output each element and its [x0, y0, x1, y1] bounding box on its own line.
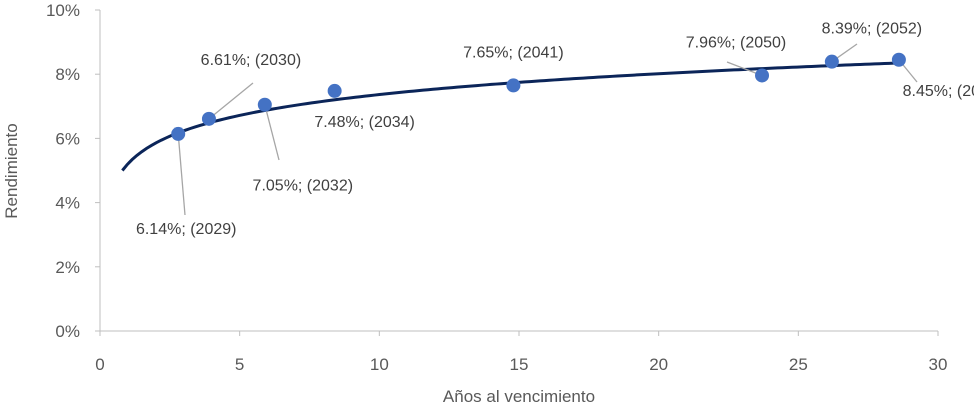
y-tick-label: 10% — [46, 1, 80, 20]
y-tick-label: 8% — [55, 65, 80, 84]
y-tick-label: 2% — [55, 258, 80, 277]
data-label: 8.45%; (2054) — [903, 83, 974, 100]
data-point — [201, 111, 216, 126]
x-tick-label: 5 — [235, 355, 244, 374]
data-point — [755, 68, 770, 83]
y-tick-label: 0% — [55, 322, 80, 341]
leader-line — [264, 104, 280, 161]
leader-line — [177, 133, 186, 216]
data-point — [327, 83, 342, 98]
axes: 0 5 10 15 20 25 30 0% 2% 4% 6% 8% 10% — [46, 1, 947, 374]
x-tick-label: 10 — [370, 355, 389, 374]
x-tick-label: 25 — [789, 355, 808, 374]
y-axis-title: Rendimiento — [2, 123, 21, 218]
data-point — [506, 78, 521, 93]
x-axis-title: Años al vencimiento — [443, 387, 595, 406]
data-point — [257, 97, 272, 112]
x-tick-label: 30 — [929, 355, 948, 374]
data-points — [171, 52, 906, 141]
data-label: 7.65%; (2041) — [463, 44, 564, 61]
x-tick-label: 15 — [510, 355, 529, 374]
data-label: 6.14%; (2029) — [136, 221, 237, 238]
data-labels: 6.14%; (2029) 6.61%; (2030) 7.05%; (2032) 7… — [136, 21, 974, 238]
x-tick-label: 20 — [649, 355, 668, 374]
data-point — [891, 52, 906, 67]
data-label: 7.96%; (2050) — [686, 34, 787, 51]
leader-line — [208, 82, 254, 120]
data-label: 7.48%; (2034) — [314, 114, 415, 131]
data-point — [171, 126, 186, 141]
data-label: 7.05%; (2032) — [253, 178, 354, 195]
x-tick-label: 0 — [95, 355, 104, 374]
data-label: 8.39%; (2052) — [822, 21, 923, 38]
y-tick-label: 4% — [55, 194, 80, 213]
data-point — [824, 54, 839, 69]
data-label: 6.61%; (2030) — [201, 52, 302, 69]
y-tick-label: 6% — [55, 129, 80, 148]
